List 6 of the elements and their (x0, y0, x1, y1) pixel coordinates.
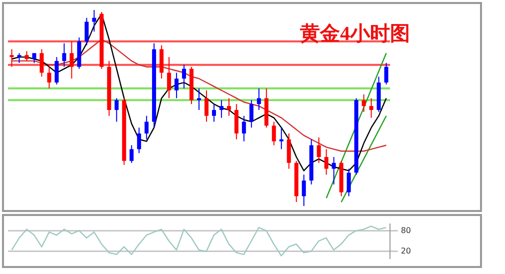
candlestick (10, 49, 14, 67)
text: 黄金4小时图 (300, 22, 410, 47)
y-tick-label: 80 (400, 226, 412, 235)
candlestick (197, 88, 201, 110)
y-tick-label: 20 (400, 246, 412, 256)
candlestick (279, 128, 284, 150)
